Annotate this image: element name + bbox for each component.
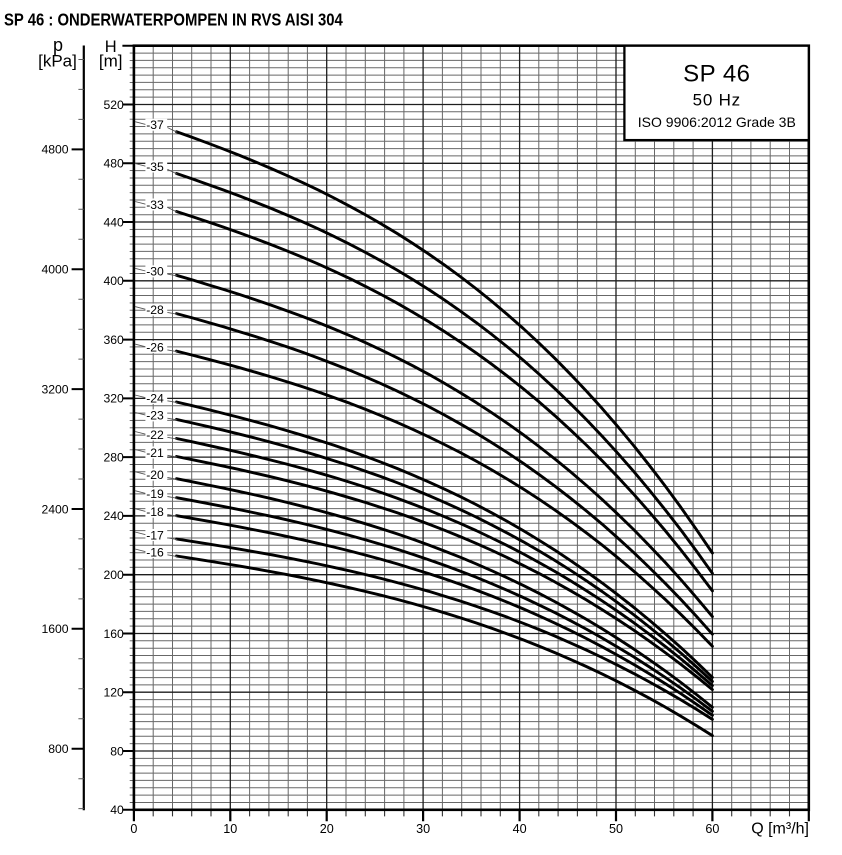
svg-text:3200: 3200 xyxy=(41,382,68,396)
svg-text:240: 240 xyxy=(103,509,124,523)
svg-text:40: 40 xyxy=(513,822,527,836)
svg-text:Q [m³/h]: Q [m³/h] xyxy=(751,821,809,838)
svg-text:p: p xyxy=(53,35,63,55)
svg-text:400: 400 xyxy=(103,274,124,288)
svg-text:440: 440 xyxy=(103,215,124,229)
svg-text:40: 40 xyxy=(110,803,124,817)
svg-text:-21: -21 xyxy=(146,446,164,460)
svg-text:120: 120 xyxy=(103,686,124,700)
svg-text:10: 10 xyxy=(223,822,237,836)
svg-text:4000: 4000 xyxy=(41,263,68,277)
svg-text:0: 0 xyxy=(130,822,137,836)
svg-text:SP 46 : ONDERWATERPOMPEN IN RV: SP 46 : ONDERWATERPOMPEN IN RVS AISI 304 xyxy=(4,10,343,29)
svg-text:360: 360 xyxy=(103,333,124,347)
svg-text:-22: -22 xyxy=(146,428,164,442)
svg-text:20: 20 xyxy=(320,822,334,836)
svg-text:800: 800 xyxy=(48,742,69,756)
svg-text:-17: -17 xyxy=(146,528,164,542)
svg-text:[kPa]: [kPa] xyxy=(38,51,77,70)
svg-text:50: 50 xyxy=(609,822,623,836)
svg-text:-16: -16 xyxy=(146,545,164,559)
svg-text:-35: -35 xyxy=(146,160,164,174)
svg-text:50 Hz: 50 Hz xyxy=(693,91,741,110)
svg-text:60: 60 xyxy=(705,822,719,836)
svg-text:SP 46: SP 46 xyxy=(683,61,750,88)
svg-text:-37: -37 xyxy=(146,118,164,132)
svg-text:320: 320 xyxy=(103,392,124,406)
svg-text:480: 480 xyxy=(103,157,124,171)
svg-text:-18: -18 xyxy=(146,505,164,519)
svg-text:-20: -20 xyxy=(146,468,164,482)
svg-text:-33: -33 xyxy=(146,198,164,212)
svg-text:200: 200 xyxy=(103,568,124,582)
svg-text:4800: 4800 xyxy=(41,143,68,157)
svg-text:[m]: [m] xyxy=(99,51,123,70)
svg-text:280: 280 xyxy=(103,450,124,464)
svg-text:-26: -26 xyxy=(146,340,164,354)
svg-text:520: 520 xyxy=(103,98,124,112)
svg-text:160: 160 xyxy=(103,627,124,641)
svg-text:-19: -19 xyxy=(146,487,164,501)
svg-text:30: 30 xyxy=(416,822,430,836)
svg-text:-23: -23 xyxy=(146,409,164,423)
svg-text:-24: -24 xyxy=(146,391,164,405)
svg-text:1600: 1600 xyxy=(41,622,68,636)
svg-text:H: H xyxy=(105,38,117,56)
svg-text:2400: 2400 xyxy=(41,502,68,516)
svg-text:-28: -28 xyxy=(146,303,164,317)
svg-text:ISO 9906:2012 Grade 3B: ISO 9906:2012 Grade 3B xyxy=(638,114,796,130)
svg-text:-30: -30 xyxy=(146,265,164,279)
svg-text:80: 80 xyxy=(110,744,124,758)
